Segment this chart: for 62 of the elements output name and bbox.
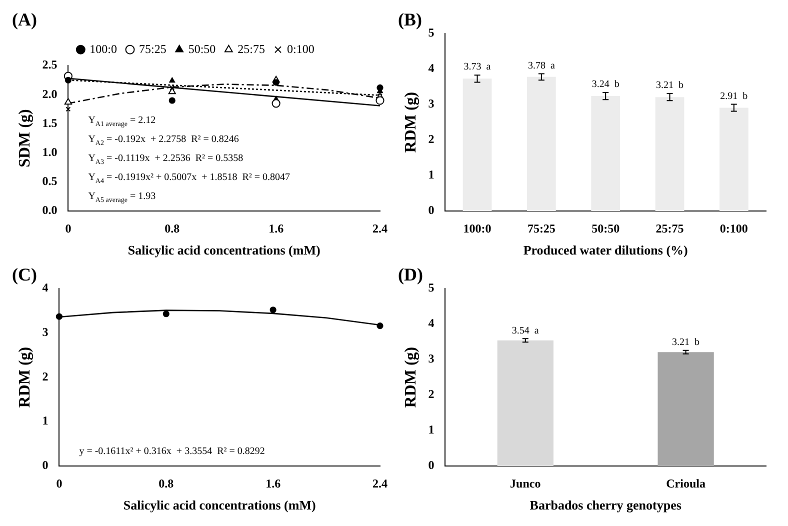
y-tick-label: 3 — [428, 352, 434, 366]
y-tick-label: 5 — [428, 280, 434, 295]
y-tick-label: 4 — [428, 316, 434, 330]
y-tick-label: 2 — [428, 132, 434, 146]
y-tick-label: 1 — [42, 414, 48, 428]
legend-label: 50:50 — [188, 42, 216, 56]
legend-label: 0:100 — [287, 42, 314, 56]
x-tick-label: 25:75 — [656, 221, 684, 236]
legend-label: 100:0 — [90, 42, 118, 56]
x-axis-title: Produced water dilutions (%) — [523, 242, 688, 258]
chart-title: (D) — [398, 264, 423, 284]
x-tick-label: 0.8 — [158, 476, 174, 490]
x-tick-label: 2.4 — [372, 221, 388, 236]
data-label: 3.21 b — [672, 336, 700, 348]
x-tick-label: 100:0 — [463, 221, 492, 236]
x-tick-label: 75:25 — [527, 221, 556, 236]
y-tick-label: 0.0 — [42, 203, 58, 218]
x-tick-label: 0:100 — [720, 221, 748, 236]
y-tick-label: 2 — [428, 387, 434, 402]
y-tick-label: 0 — [428, 458, 434, 472]
annotation: y = -0.1611x² + 0.316x + 3.3554 R² = 0.8292 — [79, 446, 265, 457]
x-tick-label: 0 — [65, 221, 72, 236]
chart-title: (C) — [12, 264, 37, 284]
y-axis-title: RDM (g) — [402, 92, 420, 153]
y-tick-label: 2.5 — [42, 58, 58, 72]
y-tick-label: 3 — [428, 96, 434, 111]
y-tick-label: 2 — [42, 369, 48, 384]
y-tick-label: 4 — [428, 61, 434, 76]
y-tick-label: 2.0 — [42, 86, 58, 101]
x-tick-label: Junco — [510, 476, 541, 490]
data-label: 2.91 b — [720, 90, 748, 102]
y-tick-label: 1 — [428, 168, 434, 182]
data-label: 3.73 a — [464, 62, 492, 73]
legend-label: 25:75 — [238, 42, 266, 56]
y-tick-label: 4 — [42, 280, 48, 295]
x-tick-label: Crioula — [666, 476, 706, 490]
x-tick-label: 50:50 — [592, 221, 620, 236]
data-label: 3.21 b — [656, 80, 684, 92]
x-tick-label: 2.4 — [372, 476, 388, 490]
y-tick-label: 1 — [428, 422, 434, 437]
y-tick-label: 3 — [42, 325, 48, 340]
legend-label: 75:25 — [139, 42, 166, 56]
y-tick-label: 0.5 — [42, 174, 58, 188]
chart-title: (B) — [398, 9, 422, 30]
x-axis-title: Barbados cherry genotypes — [530, 498, 682, 513]
y-tick-label: 1.0 — [42, 144, 58, 159]
y-tick-label: 0 — [428, 203, 434, 218]
data-label: 3.54 a — [512, 325, 540, 336]
y-axis-title: RDM (g) — [16, 346, 34, 408]
y-tick-label: 0 — [42, 458, 48, 472]
x-axis-title: Salicylic acid concentrations (mM) — [128, 242, 320, 258]
y-tick-label: 5 — [428, 26, 434, 40]
chart-title: (A) — [12, 9, 37, 30]
y-axis-title: SDM (g) — [16, 109, 34, 168]
y-axis-title: RDM (g) — [402, 346, 420, 408]
x-tick-label: 0.8 — [164, 221, 180, 236]
data-label: 3.78 a — [528, 60, 556, 72]
x-axis-title: Salicylic acid concentrations (mM) — [123, 498, 316, 513]
x-tick-label: 1.6 — [268, 221, 284, 236]
data-label: 3.24 b — [592, 79, 620, 90]
y-tick-label: 1.5 — [42, 116, 58, 130]
x-tick-label: 1.6 — [266, 476, 281, 490]
